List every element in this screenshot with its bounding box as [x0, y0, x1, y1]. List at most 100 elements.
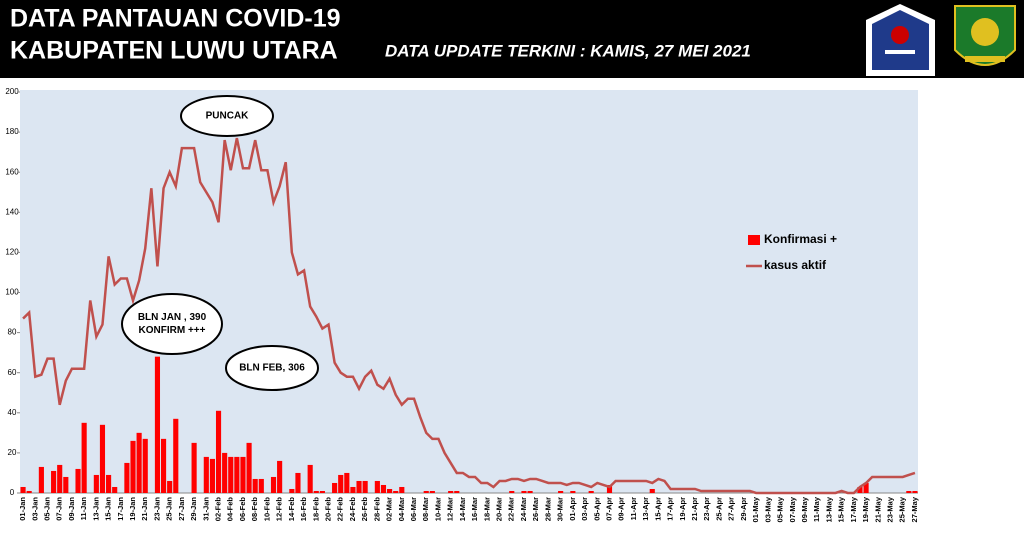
x-tick-label: 26-Feb [360, 497, 369, 522]
x-tick-label: 19-Apr [678, 497, 687, 521]
y-tick-label: 140 [5, 207, 19, 216]
bar [362, 480, 368, 493]
x-tick-label: 02-Feb [214, 497, 223, 522]
x-tick-label: 14-Mar [458, 497, 467, 521]
subtitle: KABUPATEN LUWU UTARA [10, 37, 338, 65]
bar [38, 466, 44, 493]
bar [429, 490, 435, 493]
bar [154, 356, 161, 493]
bar [649, 488, 655, 493]
x-tick-label: 09-Jan [67, 497, 76, 521]
bar [393, 490, 399, 493]
y-tick-label: 120 [5, 248, 19, 257]
x-tick-label: 04-Mar [397, 497, 406, 521]
bar [173, 418, 179, 493]
x-tick-label: 27-Jan [177, 497, 186, 521]
bar [332, 482, 338, 493]
x-tick-label: 16-Mar [470, 497, 479, 521]
legend-label: kasus aktif [764, 258, 827, 272]
bar [20, 486, 26, 493]
bar [63, 476, 69, 493]
x-tick-label: 06-Mar [409, 497, 418, 521]
annotation-text: BLN JAN , 390 [138, 312, 207, 323]
x-tick-label: 03-Jan [30, 497, 39, 521]
bar [252, 478, 258, 493]
bar [136, 432, 142, 493]
x-tick-label: 06-Feb [238, 497, 247, 522]
x-tick-label: 11-Apr [629, 497, 638, 520]
bar [863, 482, 869, 493]
bar [112, 486, 118, 493]
bar [588, 490, 594, 493]
x-tick-label: 15-Apr [653, 497, 662, 521]
bar [350, 486, 356, 493]
bar [93, 474, 99, 493]
bar [99, 424, 106, 493]
x-tick-label: 07-May [788, 496, 797, 522]
y-tick-label: 20 [8, 448, 17, 457]
bar [246, 442, 252, 493]
x-tick-label: 24-Feb [348, 497, 357, 522]
x-tick-label: 21-May [873, 496, 882, 522]
x-tick-label: 09-Apr [617, 497, 626, 521]
x-tick-label: 11-May [812, 496, 821, 522]
legend-label: Konfirmasi + [764, 232, 837, 246]
bar [906, 490, 912, 493]
x-tick-label: 19-Jan [128, 497, 137, 521]
bar [307, 464, 313, 493]
y-tick-label: 60 [8, 368, 17, 377]
x-tick-label: 19-May [861, 496, 870, 522]
x-tick-label: 17-Apr [666, 497, 675, 521]
bar [160, 438, 167, 493]
bar [234, 456, 240, 493]
y-tick-label: 160 [5, 167, 19, 176]
x-tick-label: 01-May [751, 496, 760, 522]
y-tick-label: 180 [5, 127, 19, 136]
bar [57, 464, 63, 493]
bar [606, 484, 613, 493]
x-tick-label: 07-Apr [604, 497, 613, 521]
x-tick-label: 25-Jan [165, 497, 174, 521]
annotation-ellipse [225, 345, 319, 391]
bar [289, 488, 295, 493]
bar [448, 490, 454, 493]
x-tick-label: 15-May [837, 496, 846, 522]
line [22, 137, 916, 495]
bar [857, 486, 863, 493]
plot-area [20, 90, 918, 493]
bar [270, 476, 277, 493]
x-tick-label: 22-Mar [507, 497, 516, 521]
x-tick-label: 29-Apr [739, 497, 748, 521]
x-tick-label: 05-May [776, 496, 785, 522]
bar [509, 490, 515, 493]
bar [240, 456, 246, 493]
x-tick-label: 15-Jan [104, 497, 113, 521]
bar [313, 490, 319, 493]
bar [75, 468, 81, 493]
bar [106, 474, 112, 493]
x-tick-label: 27-May [910, 496, 919, 522]
y-tick-label: 40 [8, 408, 17, 417]
bar [215, 410, 222, 493]
x-tick-label: 17-Jan [116, 497, 125, 521]
legend-swatch [748, 235, 760, 245]
bar [912, 490, 918, 493]
bar [521, 490, 527, 493]
x-tick-label: 20-Mar [495, 497, 504, 521]
x-tick-label: 13-Apr [641, 497, 650, 521]
bar [142, 438, 148, 493]
bar [277, 460, 283, 493]
x-tick-label: 08-Mar [421, 497, 430, 521]
update-text: DATA UPDATE TERKINI : KAMIS, 27 MEI 2021 [385, 41, 751, 60]
bar [295, 472, 301, 493]
x-tick-label: 01-Jan [18, 497, 27, 521]
bar [344, 472, 350, 493]
x-tick-label: 17-May [849, 496, 858, 522]
x-tick-label: 26-Mar [531, 497, 540, 521]
annotation-ellipse [121, 293, 223, 355]
logo-satgas [866, 4, 935, 76]
x-tick-label: 08-Feb [250, 497, 259, 522]
bar [423, 490, 429, 493]
x-tick-label: 25-May [898, 496, 907, 522]
bar [167, 480, 173, 493]
